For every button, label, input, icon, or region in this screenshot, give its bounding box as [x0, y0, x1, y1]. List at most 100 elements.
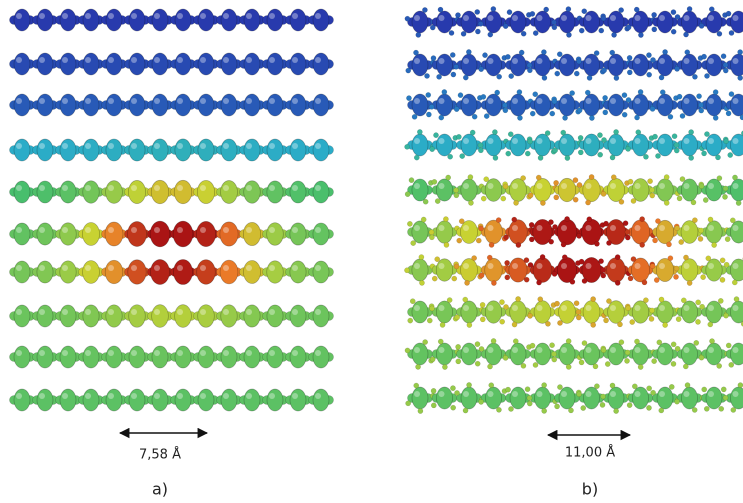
atom	[502, 102, 508, 109]
atom	[674, 225, 680, 232]
atom	[528, 222, 535, 228]
atom	[131, 265, 137, 271]
atom	[439, 322, 446, 328]
atom	[197, 304, 215, 328]
atom	[131, 309, 137, 315]
atom	[558, 342, 576, 366]
atom	[624, 358, 630, 364]
atom	[154, 13, 160, 19]
atom	[411, 178, 429, 202]
atom	[606, 257, 626, 283]
atom	[527, 313, 533, 319]
atom	[200, 227, 206, 233]
atom	[646, 385, 652, 392]
atom	[705, 93, 723, 117]
atom	[722, 62, 729, 68]
atom	[512, 98, 518, 104]
atom	[197, 8, 215, 32]
atom	[105, 304, 123, 328]
atom	[679, 176, 686, 182]
atom	[732, 263, 739, 269]
atom	[582, 177, 601, 203]
atom	[492, 129, 498, 135]
atom	[458, 218, 465, 225]
atom	[127, 259, 147, 285]
atom	[554, 70, 561, 77]
atom	[708, 6, 715, 13]
atom	[548, 219, 554, 225]
atom	[437, 6, 444, 13]
atom	[59, 93, 77, 117]
atom	[737, 382, 743, 388]
atom	[269, 227, 275, 233]
atom	[506, 9, 513, 16]
atom	[564, 216, 570, 222]
atom	[520, 362, 527, 369]
atom	[430, 55, 437, 61]
atom	[292, 57, 298, 63]
atom	[200, 98, 206, 104]
atom	[529, 110, 536, 117]
atom	[698, 23, 705, 29]
atom	[649, 192, 656, 199]
atom	[487, 391, 494, 397]
atom	[728, 91, 735, 97]
atom	[682, 363, 689, 370]
atom	[36, 8, 54, 32]
panel-label: a)	[152, 480, 168, 499]
atom	[505, 150, 512, 157]
atom	[502, 355, 509, 361]
atom	[443, 216, 449, 222]
atom	[607, 53, 625, 77]
atom	[634, 305, 641, 311]
atom	[737, 49, 743, 55]
atom	[415, 364, 421, 370]
atom	[223, 57, 229, 63]
atom	[200, 265, 206, 271]
atom	[729, 217, 736, 224]
atom	[436, 93, 453, 117]
atom	[16, 265, 22, 271]
atom	[422, 198, 429, 205]
atom	[517, 115, 523, 121]
atom	[220, 8, 238, 32]
atom	[105, 180, 123, 204]
atom	[723, 261, 730, 268]
atom	[448, 30, 455, 36]
atom	[438, 305, 445, 311]
atom	[524, 386, 531, 393]
atom	[503, 234, 509, 241]
atom	[404, 191, 411, 197]
atom	[220, 304, 238, 328]
atom	[719, 277, 726, 283]
atom	[466, 382, 472, 388]
atom	[487, 98, 494, 104]
atom	[82, 304, 100, 328]
atom	[266, 304, 284, 328]
atom	[602, 109, 609, 116]
atom	[670, 9, 677, 15]
atom	[411, 386, 429, 410]
atom	[634, 338, 640, 345]
atom	[578, 27, 585, 34]
atom	[618, 339, 625, 346]
atom	[683, 15, 690, 21]
atom	[62, 309, 68, 315]
atom	[174, 8, 192, 32]
atom	[478, 225, 484, 232]
atom	[407, 220, 413, 227]
atom	[463, 347, 469, 353]
atom	[557, 384, 563, 390]
atom	[36, 180, 54, 204]
atom	[105, 138, 123, 162]
atom	[460, 300, 478, 324]
atom	[551, 19, 557, 26]
atom	[634, 15, 641, 21]
atom	[426, 111, 432, 118]
atom	[695, 299, 701, 306]
atom	[411, 300, 429, 324]
atom	[656, 178, 674, 202]
atom	[703, 405, 710, 412]
atom	[671, 133, 678, 140]
atom	[82, 8, 100, 32]
